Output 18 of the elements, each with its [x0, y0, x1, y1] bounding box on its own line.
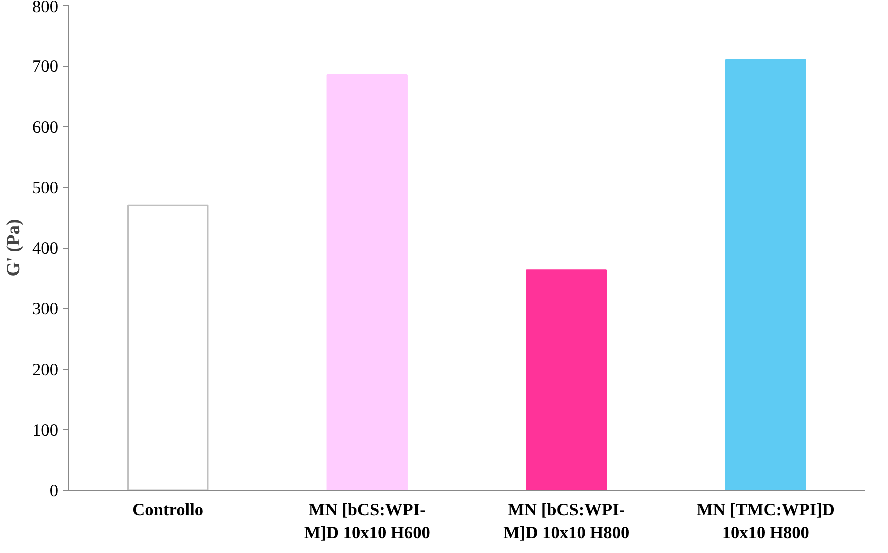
y-tick-label: 100: [32, 420, 59, 440]
x-tick-label: MN [bCS:WPI- M]D 10x10 H600: [304, 500, 430, 542]
y-tick-label: 500: [32, 178, 59, 198]
x-tick-label: Controllo: [132, 500, 204, 520]
x-tick-label: MN [bCS:WPI- M]D 10x10 H800: [504, 500, 630, 542]
y-tick-label: 0: [50, 482, 59, 500]
x-tick-label: MN [TMC:WPI]D 10x10 H800: [696, 500, 835, 542]
y-tick-label: 700: [32, 57, 59, 76]
y-tick-label: 300: [32, 300, 59, 319]
y-tick-label: 200: [32, 360, 59, 380]
y-tick-label: 600: [32, 118, 59, 137]
y-tick-label: 800: [32, 0, 59, 16]
bar: [725, 59, 806, 490]
bar: [326, 74, 408, 490]
y-tick-label: 400: [32, 239, 59, 258]
bar: [128, 204, 209, 490]
bar: [526, 270, 608, 490]
y-axis-title: G' (Pa): [4, 219, 25, 277]
